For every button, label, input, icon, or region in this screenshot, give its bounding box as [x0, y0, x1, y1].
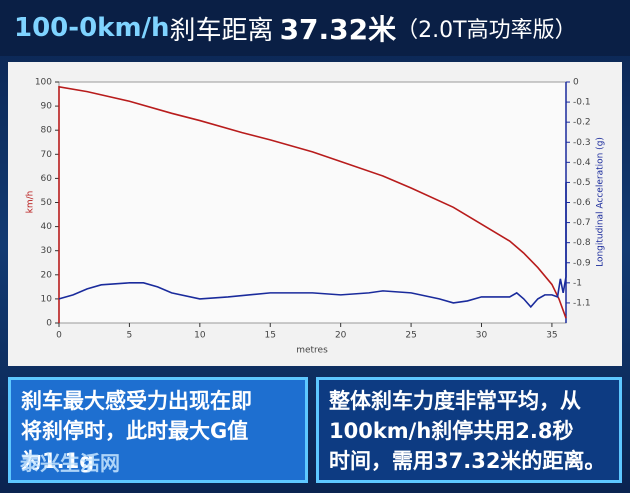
y-tick-label: 100: [35, 78, 52, 88]
note-line: 将刹停时，此时最大G值: [21, 419, 249, 443]
title-bar: 100-0km/h 刹车距离 37.32米 （2.0T高功率版）: [0, 0, 630, 56]
y2-tick-label: 0: [573, 78, 579, 88]
note-left: 刹车最大感受力出现在即 将刹停时，此时最大G值 为1.1g: [8, 377, 308, 483]
title-tail: （2.0T高功率版）: [396, 18, 577, 43]
y2-tick-label: -0.7: [573, 218, 591, 228]
note-line: 100km/h刹停共用2.8秒: [329, 419, 574, 443]
title-number: 37.32米: [279, 13, 397, 46]
y2-tick-label: -0.1: [573, 98, 591, 108]
note-line: 为1.1g: [21, 449, 95, 473]
x-tick-label: 35: [546, 331, 557, 341]
note-line: 时间，需用37.32米的距离。: [329, 449, 606, 473]
y2-tick-label: -0.5: [573, 178, 591, 188]
y-tick-label: 20: [41, 270, 53, 280]
y-axis-label: km/h: [26, 191, 36, 214]
x-tick-label: 10: [194, 331, 206, 341]
x-tick-label: 15: [265, 331, 276, 341]
x-axis-label: metres: [296, 346, 328, 356]
y-tick-label: 40: [41, 222, 53, 232]
y-tick-label: 80: [41, 126, 53, 136]
x-tick-label: 5: [127, 331, 133, 341]
series-line: [58, 182, 567, 309]
y-tick-label: 30: [41, 246, 53, 256]
y-tick-label: 90: [41, 102, 53, 112]
y-tick-label: 0: [46, 319, 52, 329]
y2-tick-label: -0.9: [573, 258, 591, 268]
y2-tick-label: -1: [573, 278, 582, 288]
y2-tick-label: -0.2: [573, 118, 591, 128]
y2-tick-label: -0.3: [573, 138, 591, 148]
title-middle: 刹车距离: [169, 15, 274, 46]
y-tick-label: 70: [41, 150, 53, 160]
x-tick-label: 20: [335, 331, 347, 341]
y2-tick-label: -0.6: [573, 198, 591, 208]
watermark: 泰兴生活网: [20, 451, 120, 475]
title-lead: 100-0km/h: [14, 13, 170, 43]
chart: metres km/h Longitudinal Acceleration (g…: [8, 62, 622, 366]
x-tick-label: 0: [56, 331, 62, 341]
plot-area: [58, 81, 567, 324]
note-line: 整体刹车力度非常平均，从: [329, 389, 581, 413]
y2-tick-label: -0.4: [573, 158, 591, 168]
y2-axis-label: Longitudinal Acceleration (g): [596, 137, 606, 267]
y-tick-label: 60: [41, 174, 53, 184]
x-tick-label: 25: [405, 331, 416, 341]
y2-tick-label: -0.8: [573, 238, 591, 248]
note-right: 整体刹车力度非常平均，从 100km/h刹停共用2.8秒时间，需用37.32米的距…: [316, 377, 622, 483]
y-tick-label: 50: [41, 198, 53, 208]
series-line: [58, 85, 567, 323]
y-tick-label: 10: [41, 294, 53, 304]
note-line: 刹车最大感受力出现在即: [21, 389, 252, 413]
x-tick-label: 30: [476, 331, 488, 341]
y2-tick-label: -1.1: [573, 298, 591, 308]
